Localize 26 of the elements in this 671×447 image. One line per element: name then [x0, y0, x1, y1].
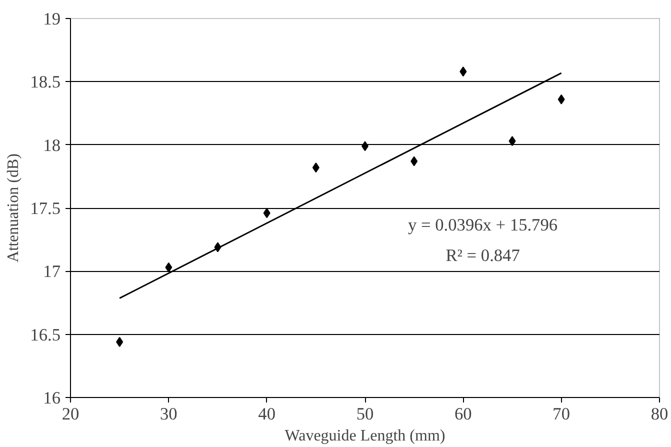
y-tick-label: 18 — [43, 136, 60, 155]
y-tick-label: 16 — [43, 388, 61, 408]
point — [165, 262, 172, 272]
x-tick-label: 70 — [552, 404, 570, 424]
y-tick-label: 18.5 — [30, 72, 61, 92]
point — [558, 94, 565, 104]
x-tick-label: 80 — [650, 404, 668, 424]
point — [460, 66, 467, 77]
y-axis-title: Attenuation (dB) — [5, 154, 22, 262]
point — [312, 162, 320, 173]
x-tick-label: 20 — [62, 404, 80, 424]
point — [508, 136, 516, 146]
y-tick-label: 19 — [43, 10, 60, 28]
point — [263, 208, 270, 218]
annotation: R² = 0.847 — [446, 246, 520, 265]
y-tick-label: 17.5 — [30, 199, 61, 218]
point — [410, 156, 418, 166]
annotation: y = 0.0396x + 15.796 — [408, 216, 558, 235]
x-tick-label: 40 — [258, 404, 276, 424]
point — [116, 336, 124, 347]
y-tick-label: 16.5 — [30, 325, 61, 344]
y-tick-label: 17 — [43, 262, 61, 282]
x-tick-label: 60 — [454, 404, 472, 424]
x-tick-label: 30 — [160, 404, 178, 424]
x-tick-label: 50 — [356, 404, 374, 424]
x-axis-title: Waveguide Length (mm) — [284, 428, 446, 444]
